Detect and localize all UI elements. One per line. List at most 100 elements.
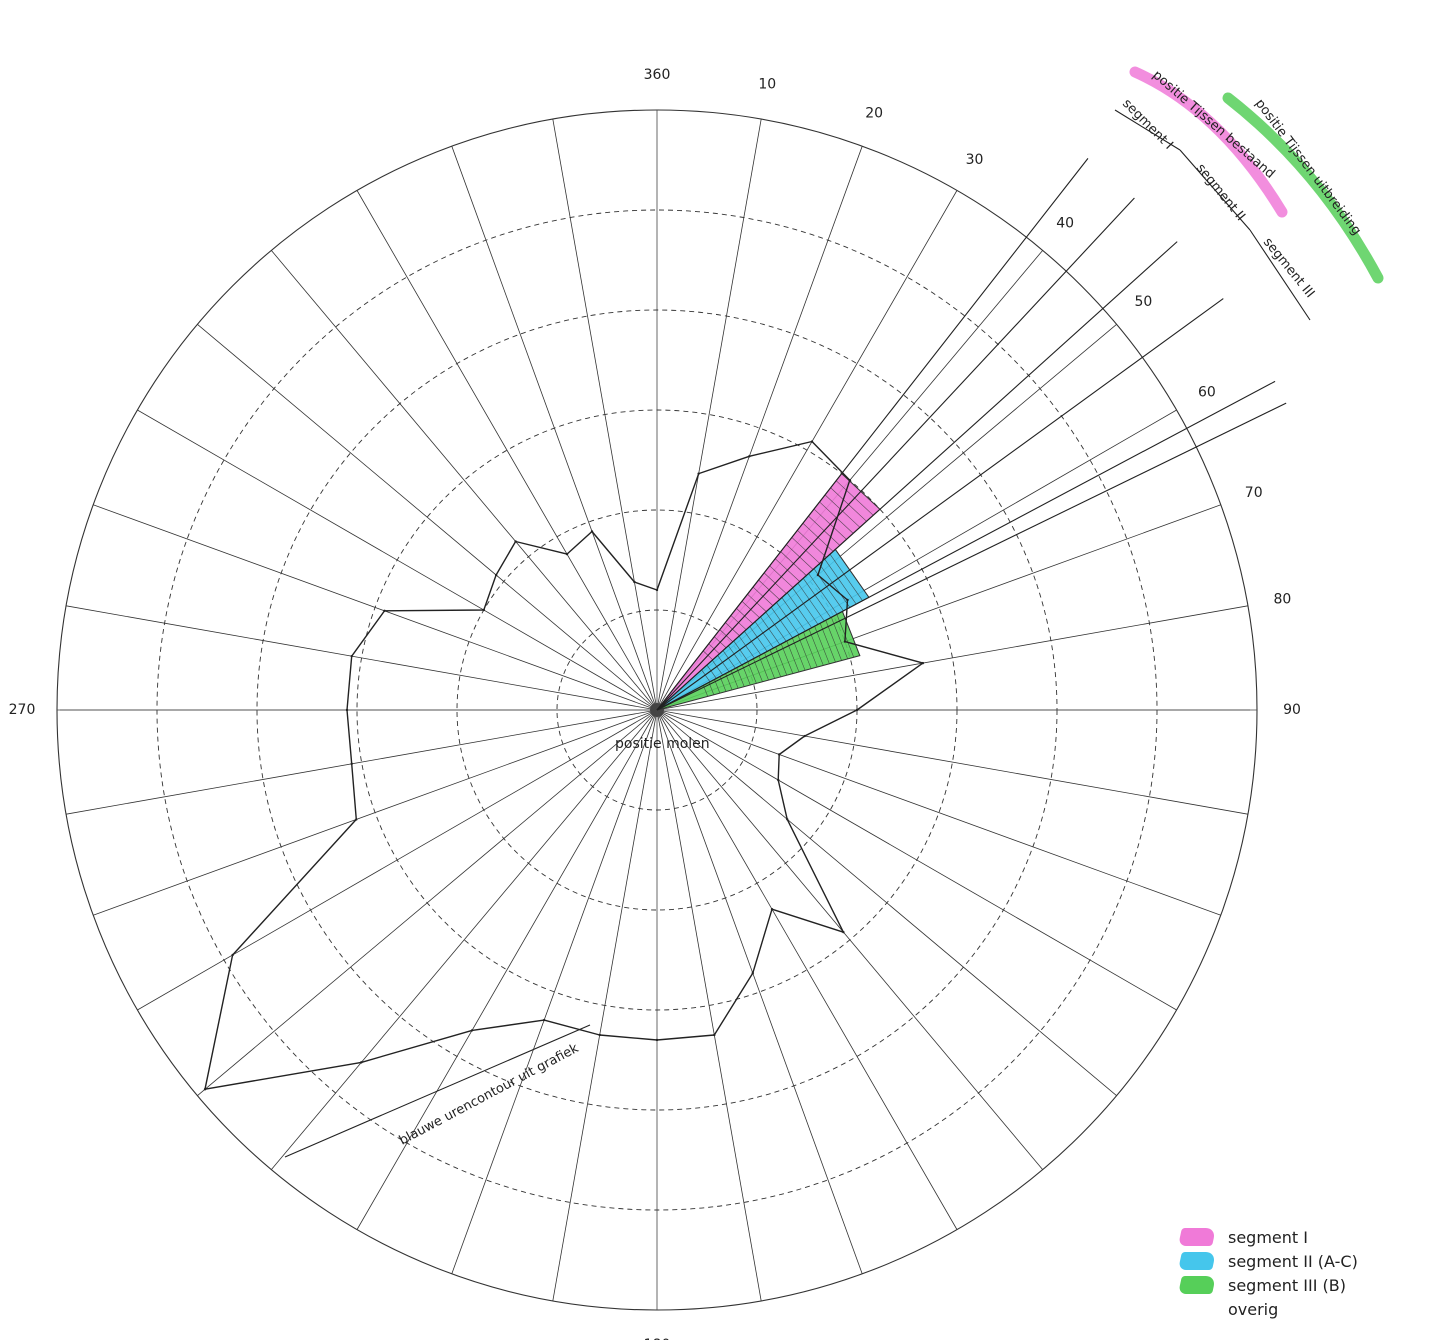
- contour-point: [350, 762, 353, 766]
- spoke-line: [552, 119, 658, 711]
- tijssen-extension-highlight: [1222, 92, 1384, 284]
- segment-hatch: [776, 602, 800, 635]
- bearing-line: [656, 402, 1287, 711]
- contour-point: [514, 540, 517, 543]
- spoke-line: [656, 709, 1043, 1170]
- segment-boundary-line: [1179, 149, 1251, 231]
- legend-swatch: [1178, 1276, 1216, 1294]
- spoke-line: [656, 709, 863, 1274]
- contour-point: [855, 708, 859, 712]
- segment-hatch: [770, 607, 793, 639]
- contour-point: [655, 1038, 659, 1042]
- spoke-line: [656, 190, 958, 711]
- spoke-line: [656, 709, 1248, 815]
- spoke-line: [451, 146, 658, 711]
- segment-hatch: [819, 563, 851, 608]
- contour-point: [360, 1061, 363, 1064]
- spoke-line: [656, 709, 958, 1230]
- segment-1-label: segment I: [1119, 96, 1176, 153]
- angle-tick-label: 90: [1283, 702, 1301, 718]
- legend-item-segment-3: segment III (B): [1178, 1273, 1420, 1297]
- spoke-line: [552, 709, 658, 1301]
- contour-point: [494, 573, 498, 577]
- contour-point: [565, 552, 569, 556]
- angle-tick-label: 30: [966, 152, 984, 168]
- legend-label: segment I: [1228, 1227, 1308, 1247]
- segment-hatch: [706, 664, 717, 679]
- angle-tick-label: 40: [1056, 216, 1074, 232]
- segment-hatch: [754, 621, 774, 649]
- segment-hatch: [829, 554, 863, 601]
- segment-hatch: [765, 611, 787, 642]
- bearing-line: [656, 380, 1276, 711]
- segment-3-label: segment III: [1260, 235, 1317, 301]
- segment-hatch: [738, 635, 755, 659]
- contour-point: [350, 654, 353, 658]
- spoke-line: [656, 146, 863, 711]
- bearing-line: [656, 158, 1089, 711]
- spoke-line: [656, 709, 1177, 1011]
- angle-tick-label: 270: [9, 702, 36, 718]
- contour-label: blauwe urencontour uit grafiek: [397, 1041, 582, 1149]
- segment-hatch: [835, 549, 870, 598]
- contour-point: [655, 588, 659, 592]
- contour-point: [748, 455, 751, 458]
- angle-tick-label: 10: [758, 77, 776, 93]
- spoke-line: [271, 709, 658, 1170]
- contour-point: [777, 778, 780, 782]
- contour-point: [231, 953, 234, 957]
- segment-hatch: [760, 616, 781, 645]
- contour-point: [777, 753, 781, 756]
- segment-hatch: [842, 611, 861, 656]
- spoke-line: [93, 504, 658, 711]
- contour-point: [816, 573, 820, 577]
- segment-hatch: [728, 645, 743, 666]
- spoke-line: [656, 709, 762, 1301]
- contour-point: [633, 580, 636, 584]
- segment-hatch: [808, 573, 838, 615]
- segment-boundary-line: [1249, 229, 1311, 321]
- contour-label-leader: [284, 1024, 591, 1158]
- spoke-line: [197, 324, 658, 711]
- spoke-line: [356, 190, 658, 711]
- contour-point: [542, 1018, 546, 1022]
- spoke-line: [66, 605, 658, 711]
- contour-point: [770, 907, 774, 911]
- spoke-line: [656, 605, 1248, 711]
- contour-point: [203, 1088, 207, 1091]
- angle-tick-label: 360: [644, 67, 671, 83]
- bearing-line: [656, 241, 1178, 711]
- legend-swatch: [1178, 1228, 1216, 1246]
- contour-point: [842, 930, 845, 934]
- annotations: positie molen blauwe urencontour uit gra…: [397, 68, 1364, 1149]
- angle-tick-label: 70: [1245, 485, 1263, 501]
- legend: segment I segment II (A-C) segment III (…: [1178, 1225, 1420, 1321]
- angle-tick-label: 20: [865, 105, 883, 121]
- bearing-line: [656, 298, 1224, 711]
- spoke-line: [656, 119, 762, 711]
- segment-hatch: [792, 587, 819, 625]
- contour-point: [697, 472, 700, 475]
- legend-label: segment II (A-C): [1228, 1251, 1358, 1271]
- contour-point: [590, 530, 594, 533]
- angle-tick-label: 180: [644, 1337, 671, 1340]
- segment-hatch: [803, 578, 832, 618]
- contour-point: [470, 1029, 474, 1032]
- contour-point: [751, 971, 754, 975]
- segment-hatch: [701, 669, 711, 683]
- segment-hatch: [824, 558, 857, 605]
- segment-hatch: [722, 650, 736, 669]
- contour-point: [921, 661, 925, 665]
- legend-item-segment-1: segment I: [1178, 1225, 1420, 1249]
- angle-tick-label: 50: [1135, 294, 1153, 310]
- center-label: positie molen: [615, 736, 710, 752]
- segment-hatch: [749, 626, 768, 652]
- legend-item-segment-2: segment II (A-C): [1178, 1249, 1420, 1273]
- contour-point: [345, 708, 349, 712]
- segment-hatch: [786, 592, 812, 628]
- angle-tick-label: 80: [1273, 592, 1291, 608]
- segment-hatch: [781, 597, 806, 632]
- spoke-line: [66, 709, 658, 815]
- legend-label: segment III (B): [1228, 1275, 1346, 1295]
